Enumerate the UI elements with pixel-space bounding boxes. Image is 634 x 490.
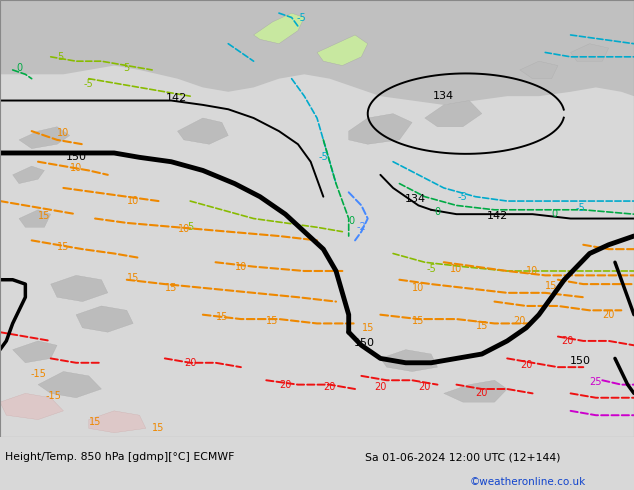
Text: 150: 150 <box>569 356 591 366</box>
Text: 25: 25 <box>590 377 602 388</box>
Text: -5: -5 <box>318 152 328 162</box>
Text: 20: 20 <box>520 360 533 370</box>
Text: 20: 20 <box>476 389 488 398</box>
Text: -5: -5 <box>296 13 306 24</box>
Polygon shape <box>380 350 437 371</box>
Text: 150: 150 <box>65 152 87 162</box>
Text: 10: 10 <box>412 284 425 294</box>
Text: -5: -5 <box>575 202 585 213</box>
Text: ©weatheronline.co.uk: ©weatheronline.co.uk <box>469 477 585 487</box>
Polygon shape <box>444 380 507 402</box>
Polygon shape <box>349 114 412 144</box>
Text: -5: -5 <box>84 79 94 89</box>
Text: 0: 0 <box>16 63 22 73</box>
Polygon shape <box>13 166 44 184</box>
Text: 15: 15 <box>38 211 51 221</box>
Text: 5: 5 <box>187 222 193 232</box>
Polygon shape <box>178 118 228 144</box>
Polygon shape <box>317 35 368 66</box>
Polygon shape <box>89 411 146 433</box>
Text: 20: 20 <box>561 336 574 346</box>
Polygon shape <box>76 306 133 332</box>
Polygon shape <box>19 210 51 227</box>
Polygon shape <box>520 61 558 79</box>
Text: 15: 15 <box>361 323 374 333</box>
Text: -2: -2 <box>356 222 366 232</box>
Text: -15: -15 <box>30 368 46 379</box>
Text: 10: 10 <box>178 224 190 235</box>
Polygon shape <box>19 127 70 148</box>
Text: 20: 20 <box>374 382 387 392</box>
Text: 10: 10 <box>450 264 463 274</box>
Text: 0: 0 <box>434 207 441 217</box>
Text: 20: 20 <box>514 316 526 326</box>
Text: 0: 0 <box>349 216 355 226</box>
Polygon shape <box>254 13 304 44</box>
Text: 10: 10 <box>127 196 139 206</box>
Polygon shape <box>38 371 101 398</box>
Text: -15: -15 <box>46 391 62 400</box>
Text: 15: 15 <box>266 316 279 326</box>
Text: 20: 20 <box>602 310 615 319</box>
Text: 150: 150 <box>354 338 375 348</box>
Text: 142: 142 <box>487 211 508 221</box>
Text: Height/Temp. 850 hPa [gdmp][°C] ECMWF: Height/Temp. 850 hPa [gdmp][°C] ECMWF <box>5 452 235 462</box>
Text: 10: 10 <box>57 128 70 138</box>
Text: 15: 15 <box>127 272 139 283</box>
Text: 10: 10 <box>70 163 82 173</box>
Text: 15: 15 <box>89 417 101 427</box>
Text: 15: 15 <box>165 284 178 294</box>
Text: 20: 20 <box>418 382 431 392</box>
Text: 15: 15 <box>476 320 488 331</box>
Polygon shape <box>0 393 63 419</box>
Text: 10: 10 <box>235 262 247 271</box>
Text: 20: 20 <box>279 380 292 390</box>
Text: 15: 15 <box>216 312 228 322</box>
Text: Sa 01-06-2024 12:00 UTC (12+144): Sa 01-06-2024 12:00 UTC (12+144) <box>365 452 560 462</box>
Polygon shape <box>425 100 482 127</box>
Text: 134: 134 <box>433 91 455 101</box>
Text: -5: -5 <box>458 192 468 202</box>
Text: 134: 134 <box>404 194 426 204</box>
Text: 15: 15 <box>152 423 165 433</box>
Text: 142: 142 <box>165 93 187 103</box>
Text: 20: 20 <box>184 358 197 368</box>
Text: 15: 15 <box>545 281 558 291</box>
Text: -5: -5 <box>426 264 436 274</box>
Polygon shape <box>13 341 57 363</box>
Text: 20: 20 <box>323 382 336 392</box>
Text: 0: 0 <box>552 209 558 219</box>
Text: 10: 10 <box>526 266 539 276</box>
Text: 5: 5 <box>57 52 63 62</box>
Text: 5: 5 <box>124 63 130 73</box>
Polygon shape <box>571 44 609 61</box>
Polygon shape <box>51 275 108 301</box>
Polygon shape <box>0 0 634 105</box>
Text: 15: 15 <box>412 316 425 326</box>
Text: 15: 15 <box>57 242 70 252</box>
